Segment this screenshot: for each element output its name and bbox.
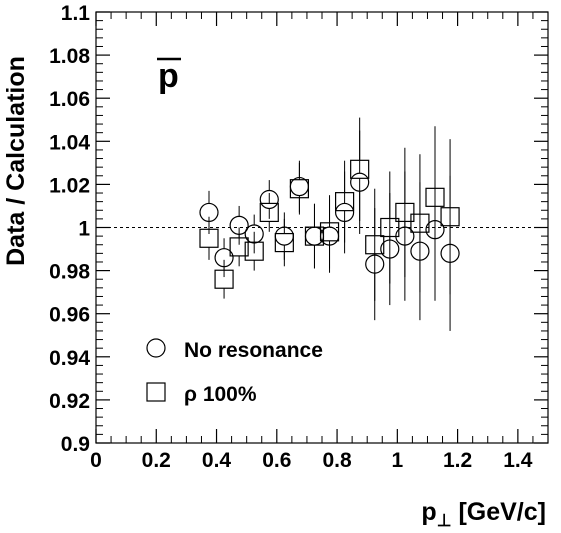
y-tick-label: 1.06 xyxy=(49,88,90,111)
axis-labels: 0 0.2 0.4 0.6 0.8 1 1.2 1.4 0.9 0.92 0.94 0.96 0.98 1… xyxy=(49,2,533,472)
x-tick-label: 1 xyxy=(391,449,403,472)
y-axis-title: Data / Calculation xyxy=(2,56,30,266)
x-tick-label: 0.6 xyxy=(262,449,291,472)
data-point-square xyxy=(319,222,340,242)
data-point-square xyxy=(425,187,445,207)
y-tick-label: 0.92 xyxy=(49,390,90,413)
y-tick-label: 0.94 xyxy=(49,347,90,370)
x-axis-title-main: p xyxy=(421,498,436,526)
x-axis-title-subscript: ⊥ xyxy=(437,511,452,530)
legend-marker-square xyxy=(146,382,166,402)
y-tick-label: 0.96 xyxy=(49,304,90,327)
y-tick-label: 1.1 xyxy=(61,2,91,25)
panel-label: p xyxy=(158,57,179,95)
data-point-square xyxy=(289,179,309,199)
data-point-square xyxy=(440,207,460,227)
data-point-square xyxy=(335,192,355,212)
axis-ticks xyxy=(95,11,548,444)
legend-marker-circle xyxy=(146,338,166,358)
x-tick-label: 0.4 xyxy=(202,449,232,472)
data-point-square xyxy=(199,228,219,248)
x-tick-label: 1.2 xyxy=(443,449,472,472)
legend-label-rho: ρ 100% xyxy=(184,383,257,406)
data-point-square xyxy=(365,235,385,255)
x-tick-label: 1.4 xyxy=(503,449,533,472)
x-tick-label: 0 xyxy=(90,449,102,472)
data-point-square xyxy=(410,213,430,233)
y-tick-label: 0.98 xyxy=(49,261,90,284)
y-tick-label: 1.08 xyxy=(49,45,90,68)
legend-label-no-resonance: No resonance xyxy=(184,339,323,362)
data-point-square xyxy=(259,202,279,223)
data-point-square xyxy=(244,241,264,261)
y-tick-label: 1 xyxy=(78,218,90,241)
data-points xyxy=(199,117,460,331)
data-point-square xyxy=(350,159,370,179)
data-point-square xyxy=(395,202,415,223)
legend: No resonance ρ 100% xyxy=(146,338,323,406)
x-axis-title-unit: [GeV/c] xyxy=(452,498,546,526)
data-point-square xyxy=(380,217,400,238)
data-point-square xyxy=(274,232,294,253)
y-tick-label: 1.02 xyxy=(49,174,90,197)
data-point-square xyxy=(214,269,234,289)
data-point-square xyxy=(304,226,325,246)
y-tick-label: 1.04 xyxy=(49,131,90,154)
y-tick-label: 0.9 xyxy=(61,433,90,456)
data-point-circle xyxy=(259,189,279,210)
x-tick-label: 0.2 xyxy=(142,449,171,472)
x-axis-title: p⊥ [GeV/c] xyxy=(421,498,546,530)
data-point-square xyxy=(229,237,249,257)
data-point-circle xyxy=(244,224,264,244)
x-tick-label: 0.8 xyxy=(322,449,352,472)
